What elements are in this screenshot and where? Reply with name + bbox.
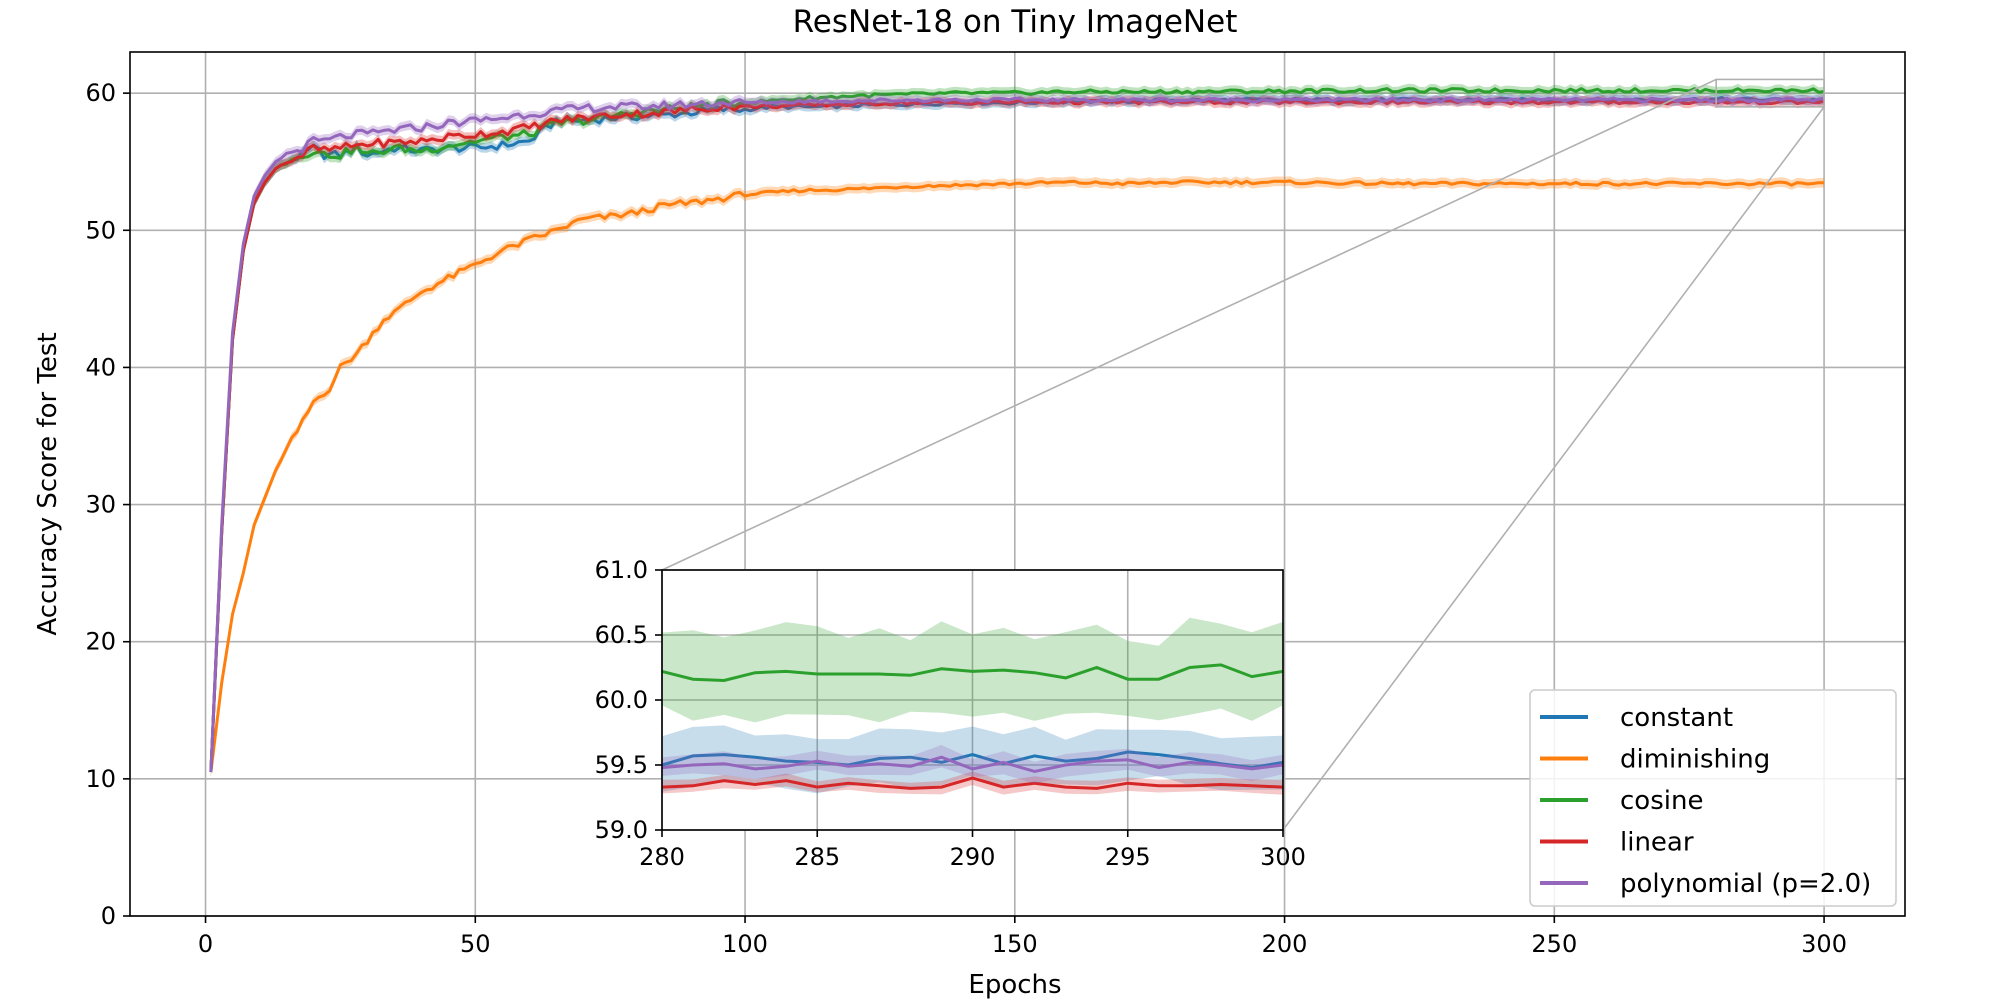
legend-label-polynomial-p-2-0: polynomial (p=2.0) [1620,869,1871,899]
legend-label-diminishing: diminishing [1620,745,1770,775]
x-axis-label: Epochs [968,970,1061,1000]
inset-band-polynomial-p-2-0 [662,745,1283,784]
inset-ticks: 280 285 290 295 300 59.0 59.5 60.0 60.5 61.0 [595,556,1306,871]
y-tick-label: 20 [85,628,116,656]
inset-line-constant [661,750,1284,770]
inset-x-tick-label: 300 [1260,843,1306,871]
inset-x-tick-label: 290 [950,843,996,871]
x-tick-label: 250 [1531,930,1577,958]
inset-y-tick-label: 59.5 [595,751,648,779]
main-ticks: 0 50 100 150 200 250 300 0 10 20 30 40 50 60 [85,79,1847,958]
main-series [209,83,1825,777]
series-band-cosine [210,83,1825,777]
legend: constant diminishing cosine linear polynomia… [1529,689,1897,907]
x-tick-label: 100 [722,930,768,958]
inset-x-tick-label: 280 [639,843,685,871]
y-tick-label: 0 [101,902,116,930]
inset-band-constant [662,725,1283,794]
y-tick-label: 40 [85,353,116,381]
x-tick-label: 50 [460,930,491,958]
inset-line-polynomial-p-2-0 [661,755,1284,774]
y-tick-label: 10 [85,765,116,793]
inset-y-tick-label: 59.0 [595,816,648,844]
zoom-connector-line [1282,106,1825,831]
inset-x-tick-label: 295 [1105,843,1151,871]
series-line-polynomial-p-2-0 [209,96,1825,773]
plot-frame [129,51,1906,917]
zoom-connector-line [661,78,1717,571]
inset-x-tick-label: 285 [794,843,840,871]
inset-y-tick-label: 60.5 [595,621,648,649]
series-line-diminishing [209,179,1825,773]
zoom-connectors [661,78,1825,831]
y-tick-label: 30 [85,491,116,519]
y-tick-label: 60 [85,79,116,107]
x-tick-label: 200 [1262,930,1308,958]
series-line-linear [209,98,1825,773]
inset-band-linear [662,771,1283,795]
inset-plot: 280 285 290 295 300 59.0 59.5 60.0 60.5 61.0 [595,556,1306,871]
legend-box [1529,689,1897,907]
legend-label-linear: linear [1620,828,1694,858]
legend-label-cosine: cosine [1620,786,1703,816]
x-tick-label: 0 [198,930,213,958]
series-line-cosine [209,87,1825,773]
inset-y-tick-label: 60.0 [595,686,648,714]
zoom-region-box [1715,78,1825,108]
inset-line-cosine [661,663,1284,683]
x-tick-label: 300 [1801,930,1847,958]
legend-label-constant: constant [1620,703,1733,733]
y-tick-label: 50 [85,216,116,244]
inset-line-linear [661,776,1284,790]
x-tick-label: 150 [992,930,1038,958]
inset-y-tick-label: 61.0 [595,556,648,584]
chart-title: ResNet-18 on Tiny ImageNet [793,4,1238,40]
inset-series [661,617,1284,795]
y-axis-label: Accuracy Score for Test [33,332,63,635]
